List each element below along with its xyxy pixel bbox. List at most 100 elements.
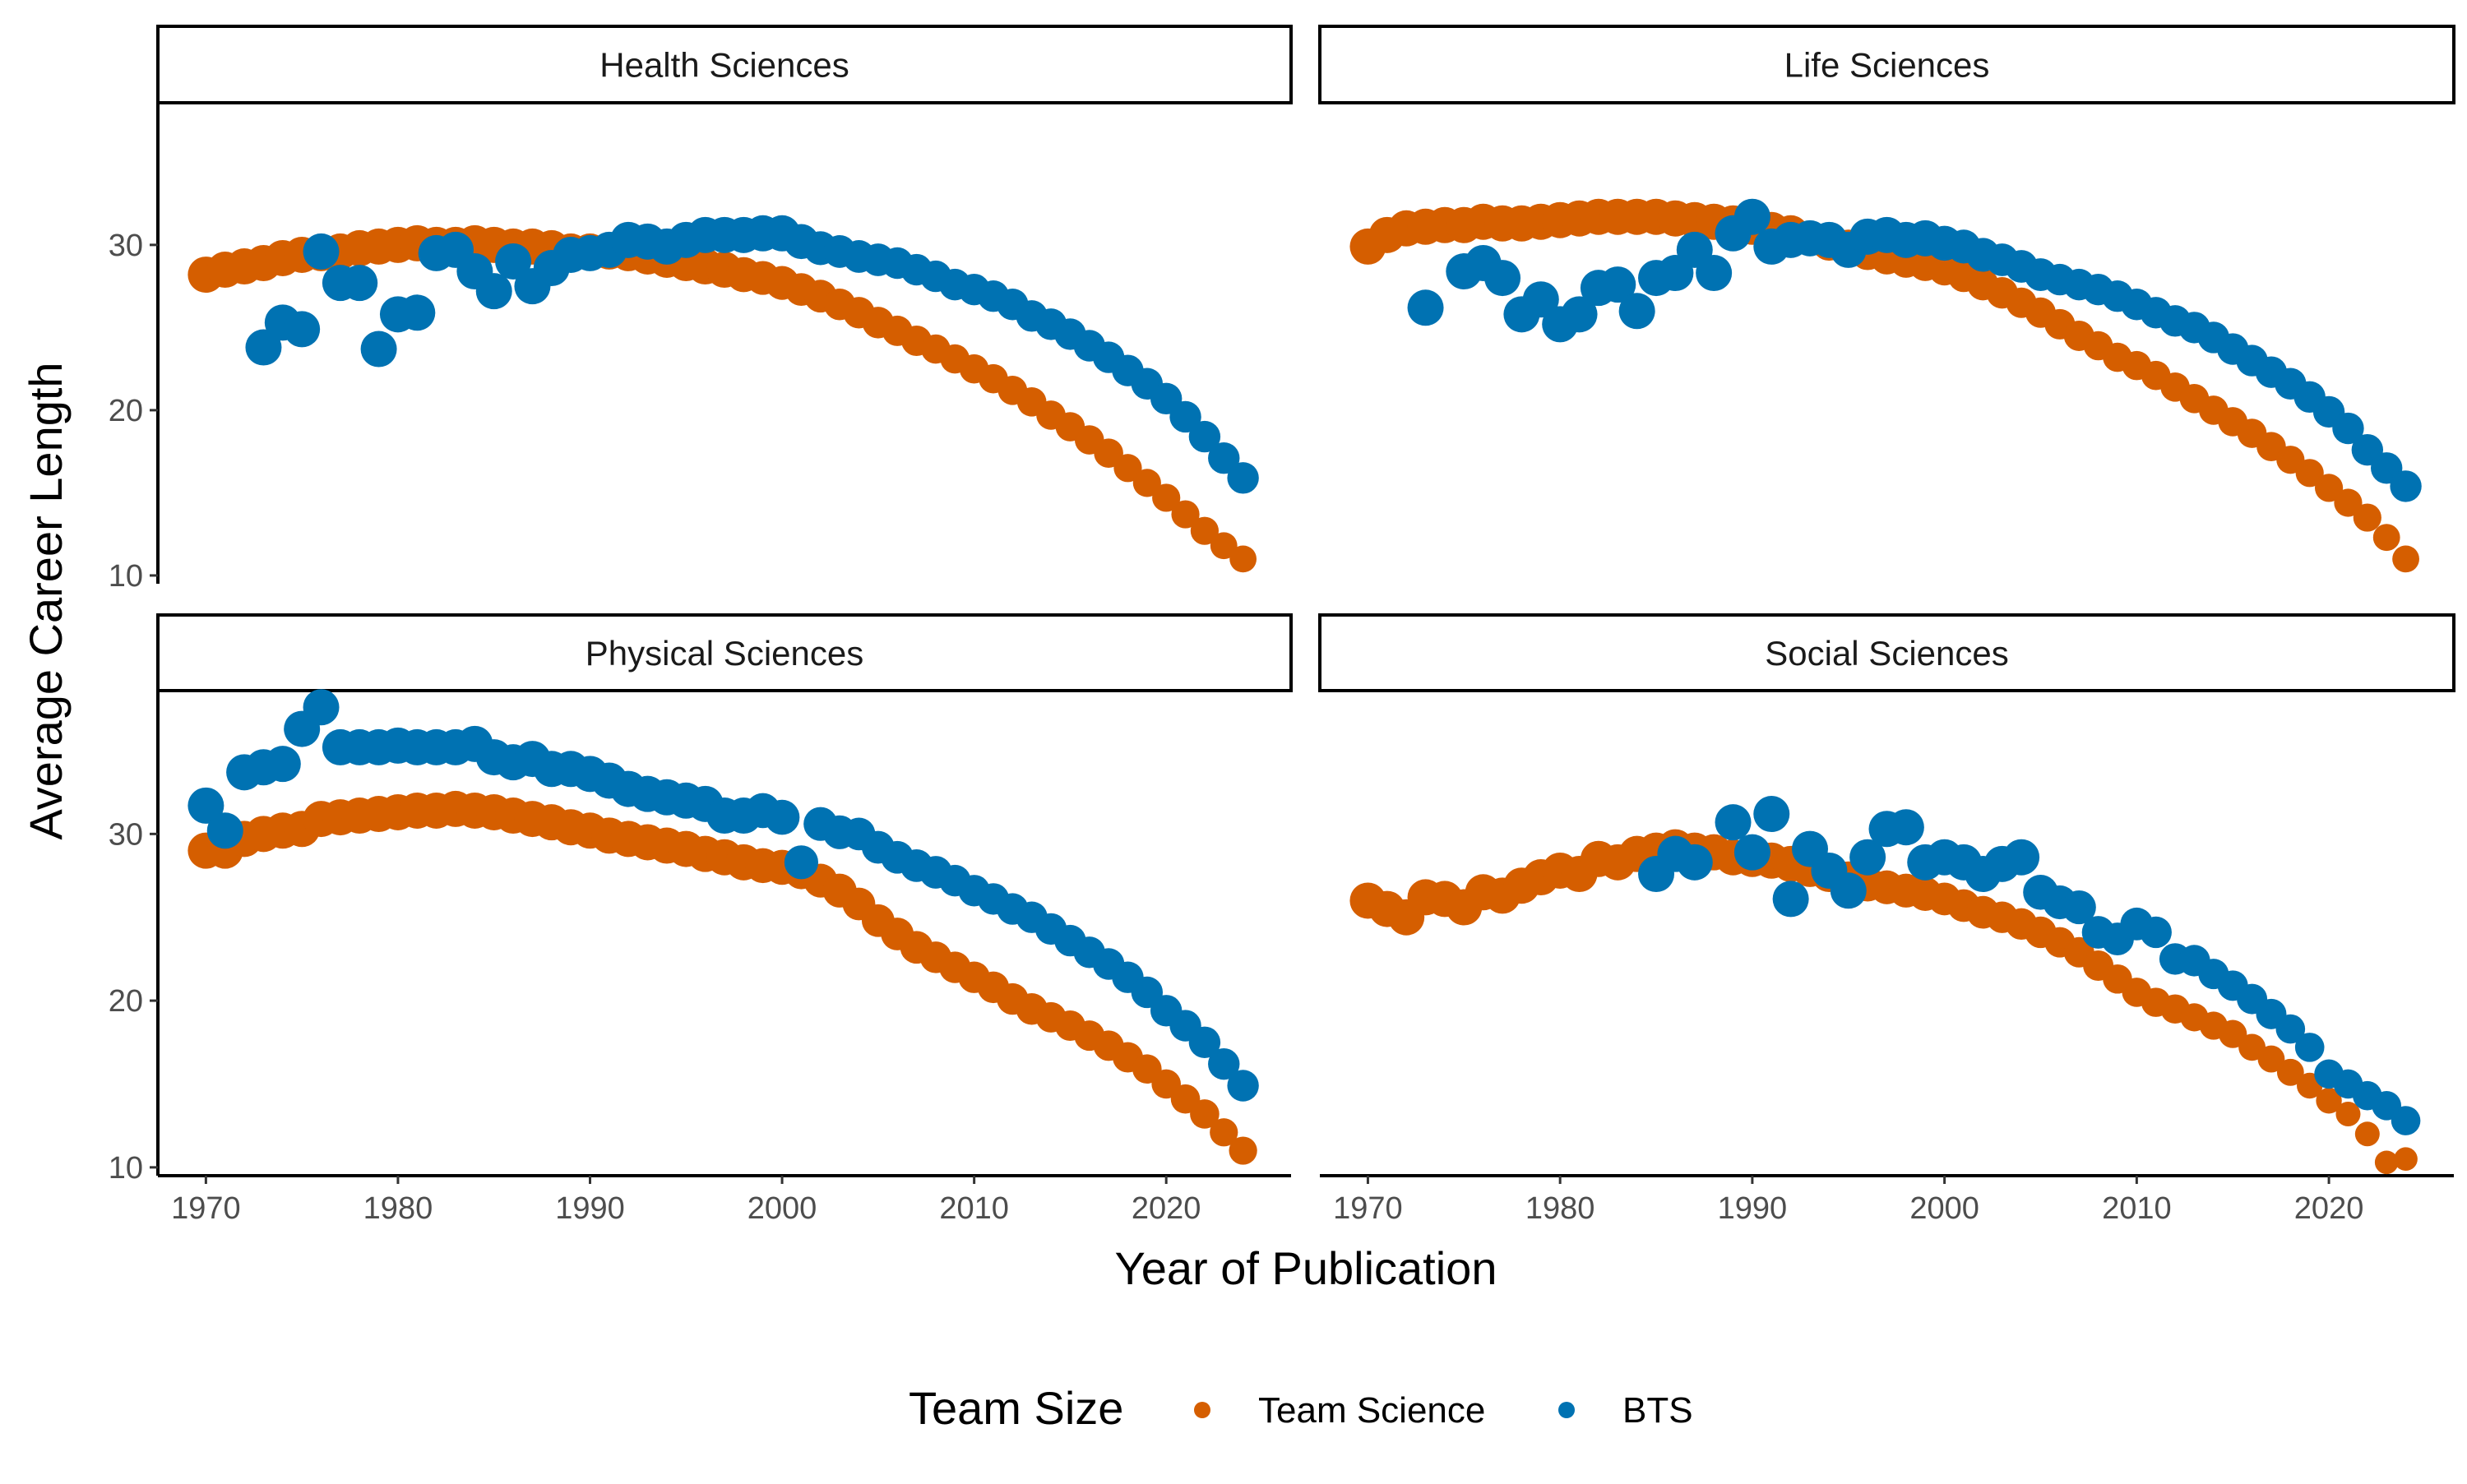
- x-tick-label: 1980: [363, 1191, 433, 1226]
- data-point: [245, 329, 282, 366]
- y-tick-label: 30: [109, 817, 143, 852]
- data-point: [2372, 524, 2400, 552]
- data-point: [1208, 1047, 1240, 1080]
- data-point: [2062, 890, 2096, 925]
- data-point: [1484, 260, 1521, 297]
- x-tick-label: 1990: [1718, 1191, 1788, 1226]
- facet-title-life-sciences: Life Sciences: [1784, 46, 1990, 85]
- data-point: [2140, 916, 2172, 949]
- x-tick-label: 1970: [171, 1191, 241, 1226]
- legend-key-bts: [1558, 1402, 1575, 1418]
- data-point: [2332, 412, 2364, 445]
- y-axis-title: Average Career Length: [20, 362, 72, 839]
- data-point: [1132, 469, 1161, 497]
- x-tick-label: 2010: [939, 1191, 1009, 1226]
- data-point: [2257, 1045, 2285, 1073]
- data-point: [2391, 1106, 2421, 1135]
- data-point: [1210, 532, 1238, 560]
- data-point: [2294, 1033, 2325, 1062]
- data-point: [1772, 881, 1809, 918]
- data-point: [264, 746, 301, 783]
- data-point: [784, 845, 819, 880]
- y-tick-label: 20: [109, 394, 143, 428]
- data-point: [2316, 1088, 2342, 1114]
- data-point: [1676, 844, 1713, 881]
- data-point: [2335, 1101, 2361, 1126]
- data-point: [1190, 1099, 1220, 1129]
- data-point: [1113, 454, 1142, 483]
- legend: Team Size Team Science BTS: [909, 1382, 1693, 1434]
- data-point: [2374, 1150, 2399, 1175]
- x-tick-label: 2020: [2294, 1191, 2364, 1226]
- data-point: [2334, 488, 2363, 517]
- data-point: [764, 799, 800, 835]
- data-point: [2219, 1019, 2247, 1048]
- data-point: [1887, 809, 1924, 846]
- y-tick-label: 20: [109, 984, 143, 1019]
- data-point: [1696, 255, 1733, 292]
- data-point: [399, 294, 436, 331]
- data-point: [1152, 483, 1181, 512]
- data-point: [1171, 500, 1200, 529]
- data-point: [1561, 296, 1598, 333]
- data-point: [1715, 804, 1752, 841]
- facet-strip-life-sciences: [1318, 25, 2455, 104]
- data-point: [284, 311, 321, 348]
- x-tick-label: 1990: [555, 1191, 625, 1226]
- x-tick-label: 2000: [1909, 1191, 1979, 1226]
- data-point: [1208, 442, 1240, 474]
- facet-social-sciences: Social Sciences 1970 1980 1990 2000 2010 2020: [1318, 613, 2455, 1226]
- data-point: [206, 812, 243, 849]
- data-point: [303, 689, 340, 726]
- series-bts: [187, 689, 1259, 1102]
- data-point: [1227, 1070, 1259, 1102]
- data-point: [1522, 281, 1559, 318]
- data-point: [303, 233, 340, 270]
- data-point: [1227, 462, 1259, 494]
- legend-label-bts: BTS: [1622, 1390, 1693, 1431]
- facet-strip-health-sciences: [156, 25, 1293, 104]
- facet-title-health-sciences: Health Sciences: [599, 46, 849, 85]
- data-point: [2390, 470, 2422, 502]
- data-point: [2003, 839, 2040, 876]
- data-point: [2392, 545, 2419, 573]
- data-point: [187, 787, 224, 824]
- data-point: [2394, 1147, 2418, 1172]
- data-point: [1210, 1118, 1238, 1147]
- x-tick-label: 2010: [2102, 1191, 2172, 1226]
- series-team-science: [1349, 198, 2419, 573]
- series-bts: [1407, 198, 2422, 502]
- data-point: [2354, 1121, 2380, 1147]
- data-point: [360, 331, 397, 368]
- y-tick-label: 10: [109, 1151, 143, 1186]
- data-point: [2314, 474, 2344, 502]
- data-point: [1830, 872, 1867, 909]
- data-point: [1169, 400, 1201, 433]
- data-point: [1188, 1026, 1221, 1058]
- data-point: [1733, 198, 1770, 235]
- series-team-science: [187, 790, 1257, 1165]
- data-point: [2295, 459, 2324, 488]
- data-point: [1599, 266, 1636, 303]
- data-point: [1733, 834, 1770, 871]
- data-point: [495, 243, 532, 280]
- data-point: [1188, 420, 1221, 453]
- x-tick-label: 2020: [1132, 1191, 1201, 1226]
- facet-title-physical-sciences: Physical Sciences: [586, 634, 863, 673]
- facet-life-sciences: Life Sciences: [1318, 25, 2455, 573]
- facet-title-social-sciences: Social Sciences: [1765, 634, 2008, 673]
- data-point: [2275, 1014, 2306, 1044]
- facet-physical-sciences: Physical Sciences 10 20 30 1970 1980 1990 2000 2…: [109, 613, 1293, 1226]
- data-point: [1190, 516, 1219, 545]
- series-bts: [1638, 796, 2421, 1135]
- x-tick-label: 2000: [748, 1191, 817, 1226]
- x-axis-title: Year of Publication: [1115, 1242, 1497, 1294]
- facet-strip-social-sciences: [1318, 613, 2455, 692]
- facet-health-sciences: Health Sciences 10 20 30: [109, 25, 1293, 594]
- legend-key-team-science: [1194, 1402, 1210, 1418]
- data-point: [2276, 1058, 2304, 1086]
- series-bts: [245, 215, 1259, 494]
- data-point: [341, 265, 378, 302]
